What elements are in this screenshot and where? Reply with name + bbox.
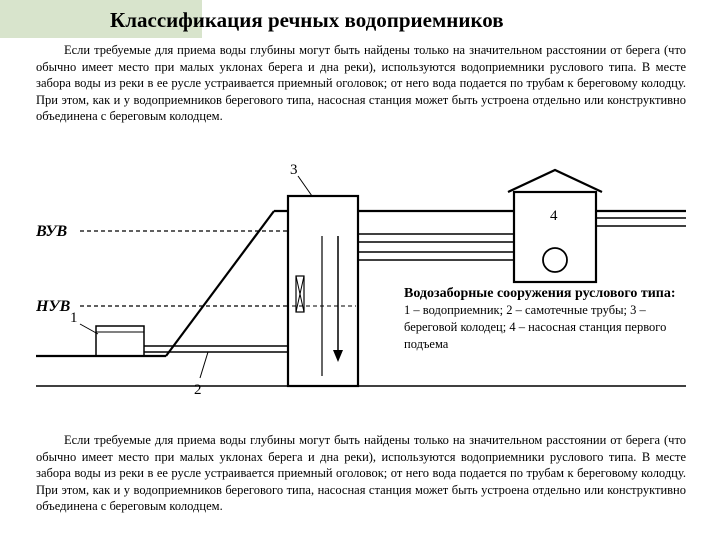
- paragraph-bottom: Если требуемые для приема воды глубины м…: [36, 432, 686, 515]
- page-title: Классификация речных водоприемников: [110, 8, 504, 33]
- legend-body: 1 – водоприемник; 2 – самотечные трубы; …: [404, 302, 684, 353]
- label-2: 2: [194, 382, 202, 398]
- schematic-svg: ВУВ НУВ 1 2 3 4 Водозаборные сооружения …: [36, 156, 686, 424]
- paragraph-top: Если требуемые для приема воды глубины м…: [36, 42, 686, 125]
- label-nuv: НУВ: [36, 298, 71, 315]
- label-3: 3: [290, 162, 298, 178]
- legend-title: Водозаборные сооружения руслового типа:: [404, 286, 684, 302]
- diagram-container: ВУВ НУВ 1 2 3 4 Водозаборные сооружения …: [36, 156, 686, 424]
- label-4: 4: [550, 208, 558, 224]
- label-1: 1: [70, 310, 78, 326]
- label-vuv: ВУВ: [36, 223, 67, 240]
